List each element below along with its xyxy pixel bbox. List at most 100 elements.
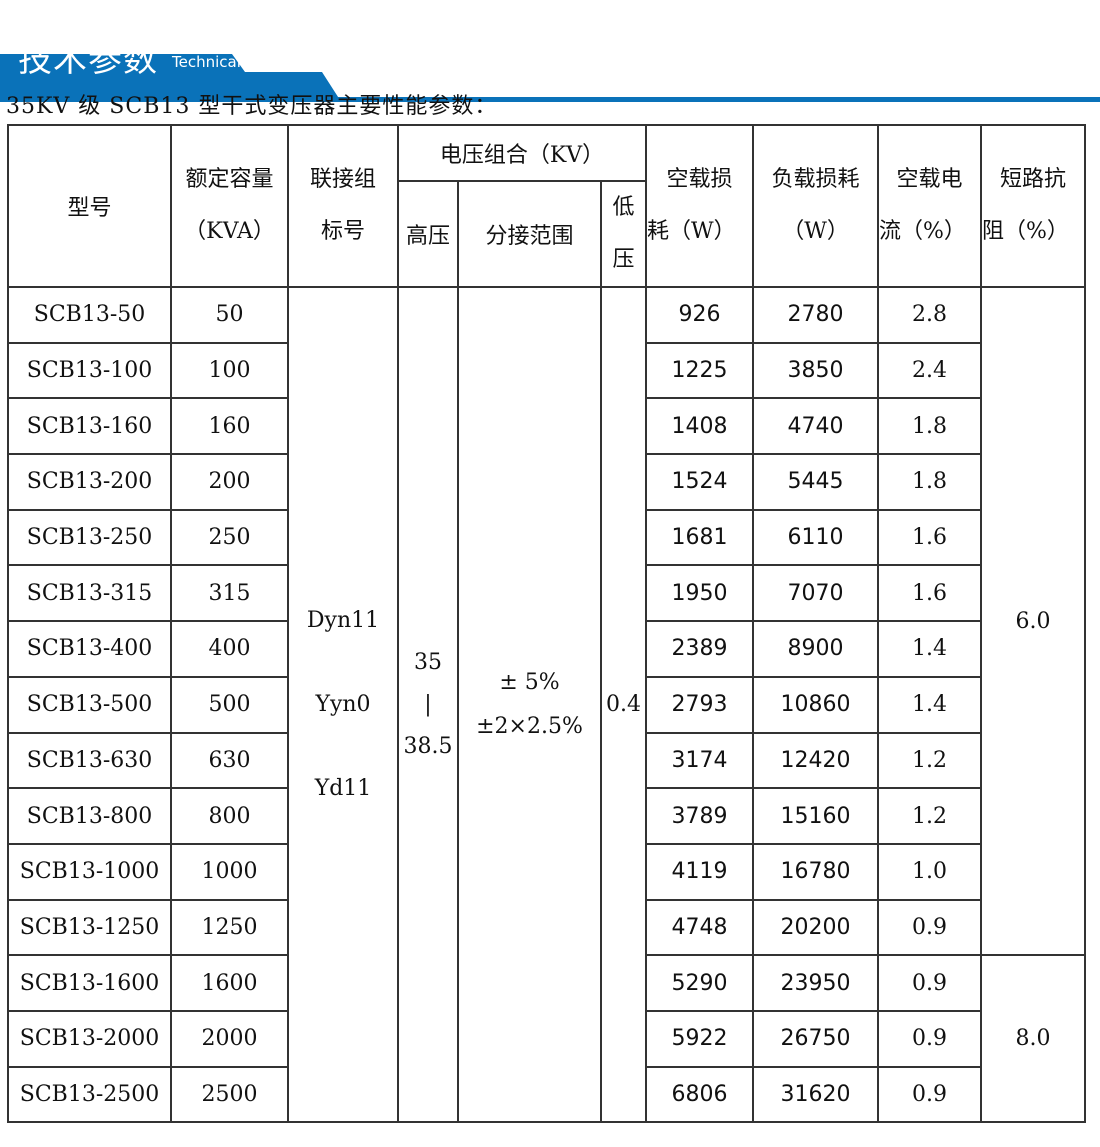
header-hv: 高压 <box>397 180 459 288</box>
cell-noload: 6806 <box>645 1065 755 1124</box>
cell-load: 20200 <box>752 898 880 957</box>
cell-model: SCB13-100 <box>7 341 172 400</box>
cell-capacity: 630 <box>170 731 289 790</box>
cell-noload: 1524 <box>645 453 755 511</box>
cell-load: 5445 <box>752 453 880 511</box>
header-impedance-line2: 阻（%） <box>982 219 1069 244</box>
section-subtitle: Technical parameter <box>172 53 325 71</box>
cell-capacity: 315 <box>170 564 289 623</box>
header-noload-line2: 耗（W） <box>647 219 736 244</box>
cell-noload: 1225 <box>645 341 755 400</box>
table-row: SCB13-200 200 1524 5445 1.8 <box>7 453 1085 511</box>
cell-model: SCB13-630 <box>7 731 172 790</box>
table-caption: 35KV 级 SCB13 型干式变压器主要性能参数： <box>6 94 498 119</box>
header-group-line2: 标号 <box>320 219 365 244</box>
header-current-line2: 流（%） <box>879 219 966 244</box>
table-row: SCB13-100 100 1225 3850 2.4 <box>7 341 1085 400</box>
cell-capacity: 2000 <box>170 1009 289 1068</box>
cell-current: 1.8 <box>877 397 983 456</box>
table-row: SCB13-800 800 3789 15160 1.2 <box>7 787 1085 845</box>
cell-current: 1.4 <box>877 620 983 678</box>
cell-noload: 3174 <box>645 731 755 790</box>
cell-noload: 2389 <box>645 620 755 678</box>
cell-load: 8900 <box>752 620 880 678</box>
hv-separator: | <box>424 691 432 717</box>
header-capacity-line2: （KVA） <box>184 219 275 244</box>
header-load-line2: （W） <box>782 219 849 244</box>
header-voltage: 电压组合（KV） <box>396 124 648 182</box>
cell-capacity: 160 <box>170 397 289 456</box>
cell-capacity: 250 <box>170 508 289 567</box>
cell-capacity: 800 <box>170 787 289 845</box>
tap-option-1: ± 5% <box>499 669 560 695</box>
header-tap: 分接范围 <box>457 180 602 288</box>
table-row: SCB13-2000 2000 5922 26750 0.9 <box>7 1009 1085 1068</box>
cell-impedance: 6.0 <box>980 285 1087 957</box>
table-row: SCB13-500 500 2793 10860 1.4 <box>7 675 1085 734</box>
group-dyn11: Dyn11 <box>306 607 380 633</box>
cell-load: 23950 <box>752 954 880 1012</box>
cell-capacity: 2500 <box>170 1065 289 1124</box>
header-noload-line1: 空载损 <box>666 167 733 192</box>
table-row: SCB13-1600 1600 5290 23950 0.9 8.0 <box>7 954 1087 1124</box>
cell-load: 10860 <box>752 675 880 734</box>
cell-current: 1.4 <box>877 675 983 734</box>
cell-current: 1.8 <box>877 453 983 511</box>
cell-model: SCB13-200 <box>7 453 172 511</box>
cell-model: SCB13-1600 <box>7 954 172 1012</box>
cell-load: 4740 <box>752 397 880 456</box>
cell-current: 2.4 <box>877 341 983 400</box>
table-row: SCB13-1250 1250 4748 20200 0.9 <box>7 898 1085 957</box>
cell-model: SCB13-800 <box>7 787 172 845</box>
header-impedance: 短路抗阻（%） <box>980 124 1087 288</box>
cell-noload: 5290 <box>645 954 755 1012</box>
cell-noload: 1408 <box>645 397 755 456</box>
cell-capacity: 400 <box>170 620 289 678</box>
cell-load: 31620 <box>752 1065 880 1124</box>
header-impedance-line1: 短路抗 <box>1000 167 1067 192</box>
cell-model: SCB13-160 <box>7 397 172 456</box>
header-capacity: 额定容量 （KVA） <box>170 124 289 288</box>
cell-model: SCB13-315 <box>7 564 172 623</box>
table-row: SCB13-250 250 1681 6110 1.6 <box>7 508 1085 567</box>
hv-max: 38.5 <box>403 733 453 759</box>
header-model: 型号 <box>7 124 172 288</box>
cell-noload: 1681 <box>645 508 755 567</box>
cell-model: SCB13-250 <box>7 508 172 567</box>
cell-current: 0.9 <box>877 1065 983 1124</box>
cell-noload: 4748 <box>645 898 755 957</box>
table-row: SCB13-50 50 Dyn11 Yyn0 Yd11 35 | 38.5 ± 5% ±2×2.5… <box>7 285 1087 1124</box>
cell-group: Dyn11 Yyn0 Yd11 <box>287 285 399 1124</box>
cell-model: SCB13-500 <box>7 675 172 734</box>
cell-impedance: 8.0 <box>980 954 1087 1124</box>
cell-load: 6110 <box>752 508 880 567</box>
cell-noload: 926 <box>645 286 755 344</box>
table-row: SCB13-315 315 1950 7070 1.6 <box>7 564 1085 623</box>
cell-model: SCB13-400 <box>7 620 172 678</box>
header-lv-line2: 压 <box>612 247 635 272</box>
cell-load: 16780 <box>752 842 880 901</box>
cell-capacity: 500 <box>170 675 289 734</box>
cell-capacity: 200 <box>170 453 289 511</box>
header-load: 负载损耗 （W） <box>752 124 880 288</box>
section-title: 技术参数 <box>18 40 158 80</box>
cell-current: 1.2 <box>877 731 983 790</box>
group-yyn0: Yyn0 <box>315 691 371 717</box>
header-group: 联接组 标号 <box>287 124 399 288</box>
cell-capacity: 1600 <box>170 954 289 1012</box>
cell-load: 15160 <box>752 787 880 845</box>
cell-capacity: 1250 <box>170 898 289 957</box>
cell-current: 0.9 <box>877 954 983 1012</box>
cell-current: 1.6 <box>877 564 983 623</box>
cell-noload: 5922 <box>645 1009 755 1068</box>
cell-load: 26750 <box>752 1009 880 1068</box>
cell-noload: 4119 <box>645 842 755 901</box>
cell-noload: 3789 <box>645 787 755 845</box>
banner-line <box>0 97 1100 102</box>
cell-current: 2.8 <box>877 286 983 344</box>
cell-load: 7070 <box>752 564 880 623</box>
cell-lv: 0.4 <box>599 285 648 1124</box>
cell-capacity: 1000 <box>170 842 289 901</box>
header-capacity-line1: 额定容量 <box>185 167 274 192</box>
cell-model: SCB13-2000 <box>7 1009 172 1068</box>
